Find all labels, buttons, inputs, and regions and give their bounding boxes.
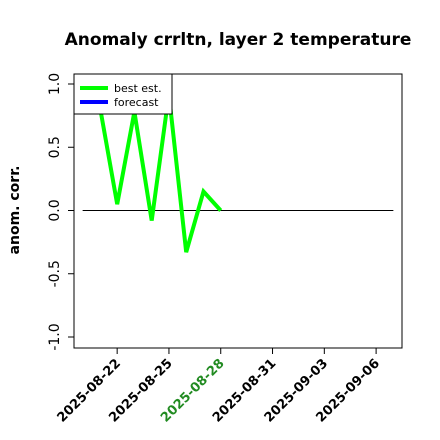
y-tick-label: 0.5 — [47, 136, 63, 158]
legend: best est.forecast — [73, 73, 173, 115]
legend-label-0: best est. — [114, 82, 162, 95]
y-tick-label: -0.5 — [47, 260, 63, 287]
chart-title: Anomaly crrltn, layer 2 temperature — [65, 30, 412, 50]
y-axis-label: anom. corr. — [7, 166, 23, 255]
y-tick-label: -1.0 — [47, 323, 63, 350]
y-tick-label: 0.0 — [47, 199, 63, 221]
y-tick-label: 1.0 — [47, 73, 63, 95]
legend-label-1: forecast — [114, 96, 159, 109]
legend-box — [73, 73, 173, 115]
series-line-0 — [97, 93, 223, 253]
plot-area: -1.0-0.50.00.51.02025-08-222025-08-25202… — [47, 73, 403, 426]
